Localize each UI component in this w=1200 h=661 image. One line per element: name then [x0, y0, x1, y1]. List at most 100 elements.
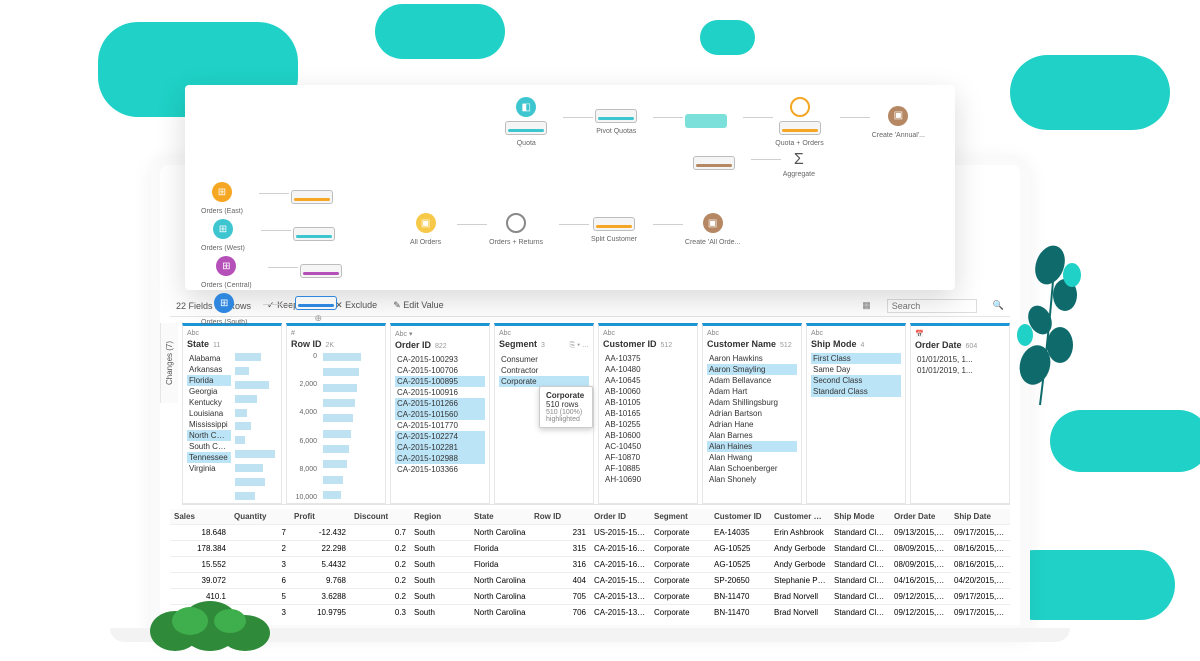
- flow-node-brown-step[interactable]: [693, 156, 735, 173]
- list-item[interactable]: Tennessee: [187, 452, 231, 463]
- column-header[interactable]: Ship Date: [950, 509, 1010, 525]
- list-item[interactable]: CA-2015-101770: [395, 420, 485, 431]
- list-item[interactable]: North Carolina: [187, 430, 231, 441]
- list-item[interactable]: Adrian Bartson: [707, 408, 797, 419]
- list-item[interactable]: Virginia: [187, 463, 231, 474]
- flow-node-create-all-orders[interactable]: ▣ Create 'All Orde...: [685, 213, 740, 246]
- card-row-id[interactable]: # Row ID2K 02,0004,0006,0008,00010,000: [286, 323, 386, 504]
- list-item[interactable]: AA-10375: [603, 353, 693, 364]
- list-item[interactable]: AA-10480: [603, 364, 693, 375]
- table-row[interactable]: 15.55235.44320.2SouthFlorida316CA-2015-1…: [170, 557, 1010, 573]
- list-item[interactable]: AA-10645: [603, 375, 693, 386]
- bush-decoration: [150, 591, 280, 651]
- flow-node-all-orders[interactable]: ▣ All Orders: [410, 213, 441, 246]
- card-ship-mode[interactable]: Abc Ship Mode4 First ClassSame DaySecond…: [806, 323, 906, 504]
- list-item[interactable]: AC-10450: [603, 441, 693, 452]
- list-item[interactable]: CA-2015-101266: [395, 398, 485, 409]
- column-header[interactable]: State: [470, 509, 530, 525]
- list-item[interactable]: Alan Shonely: [707, 474, 797, 485]
- flow-node-orders-returns[interactable]: ◐ Orders + Returns: [489, 213, 543, 246]
- list-item[interactable]: Same Day: [811, 364, 901, 375]
- column-header[interactable]: Order ID: [590, 509, 650, 525]
- flow-node-quota[interactable]: ◧ Quota: [505, 97, 547, 147]
- list-item[interactable]: CA-2015-100916: [395, 387, 485, 398]
- column-header[interactable]: Profit: [290, 509, 350, 525]
- list-item[interactable]: Louisiana: [187, 408, 231, 419]
- list-item[interactable]: CA-2015-102988: [395, 453, 485, 464]
- list-item[interactable]: CA-2015-100706: [395, 365, 485, 376]
- list-item[interactable]: Alan Barnes: [707, 430, 797, 441]
- card-customer-id[interactable]: Abc Customer ID512 AA-10375AA-10480AA-10…: [598, 323, 698, 504]
- list-item[interactable]: Georgia: [187, 386, 231, 397]
- card-state[interactable]: Abc State11 AlabamaArkansasFloridaGeorgi…: [182, 323, 282, 504]
- list-item[interactable]: Mississippi: [187, 419, 231, 430]
- column-header[interactable]: Ship Mode: [830, 509, 890, 525]
- list-item[interactable]: AB-10165: [603, 408, 693, 419]
- table-row[interactable]: 18.6487-12.4320.7SouthNorth Carolina231U…: [170, 525, 1010, 541]
- column-header[interactable]: Customer Name: [770, 509, 830, 525]
- table-row[interactable]: 410.153.62880.2SouthNorth Carolina705CA-…: [170, 589, 1010, 605]
- flow-node-quota-orders[interactable]: ◐ Quota + Orders: [775, 97, 823, 147]
- list-item[interactable]: AF-10885: [603, 463, 693, 474]
- list-item[interactable]: Kentucky: [187, 397, 231, 408]
- list-item[interactable]: Adam Bellavance: [707, 375, 797, 386]
- list-item[interactable]: First Class: [811, 353, 901, 364]
- sigma-icon: Σ: [794, 151, 804, 169]
- flow-node-pivot[interactable]: Pivot Quotas: [595, 109, 637, 135]
- flow-source-west[interactable]: ⊞Orders (West): [201, 219, 245, 252]
- column-header[interactable]: Order Date: [890, 509, 950, 525]
- card-customer-name[interactable]: Abc Customer Name512 Aaron HawkinsAaron …: [702, 323, 802, 504]
- flow-source-central[interactable]: ⊞Orders (Central): [201, 256, 252, 289]
- table-row[interactable]: 39.07269.7680.2SouthNorth Carolina404CA-…: [170, 573, 1010, 589]
- list-item[interactable]: CA-2015-101560: [395, 409, 485, 420]
- table-row[interactable]: 178.384222.2980.2SouthFlorida315CA-2015-…: [170, 541, 1010, 557]
- column-header[interactable]: Row ID: [530, 509, 590, 525]
- segment-tooltip: Corporate 510 rows 510 (100%) highlighte…: [539, 386, 593, 428]
- list-item[interactable]: CA-2015-102274: [395, 431, 485, 442]
- column-header[interactable]: Customer ID: [710, 509, 770, 525]
- list-item[interactable]: South Carolina: [187, 441, 231, 452]
- list-item[interactable]: Alan Schoenberger: [707, 463, 797, 474]
- list-item[interactable]: CA-2015-102281: [395, 442, 485, 453]
- column-header[interactable]: Segment: [650, 509, 710, 525]
- list-item[interactable]: AH-10690: [603, 474, 693, 485]
- list-item[interactable]: Contractor: [499, 365, 589, 376]
- list-item[interactable]: Second Class: [811, 375, 901, 386]
- list-item[interactable]: Florida: [187, 375, 231, 386]
- list-item[interactable]: Alan Haines: [707, 441, 797, 452]
- list-item[interactable]: AF-10870: [603, 452, 693, 463]
- list-item[interactable]: Consumer: [499, 354, 589, 365]
- flow-node-aggregate[interactable]: Σ Aggregate: [783, 151, 815, 178]
- flow-node-split-customer[interactable]: Split Customer: [591, 217, 637, 243]
- list-item[interactable]: Adam Hart: [707, 386, 797, 397]
- list-item[interactable]: Alan Hwang: [707, 452, 797, 463]
- list-item[interactable]: CA-2015-100293: [395, 354, 485, 365]
- flow-source-east[interactable]: ⊞Orders (East): [201, 182, 243, 215]
- list-item[interactable]: AB-10060: [603, 386, 693, 397]
- list-item[interactable]: AB-10105: [603, 397, 693, 408]
- card-segment[interactable]: Abc Segment3⎘ ▾ … ConsumerContractorCorp…: [494, 323, 594, 504]
- list-item[interactable]: Adam Shillingsburg: [707, 397, 797, 408]
- list-item[interactable]: Adrian Hane: [707, 419, 797, 430]
- list-item[interactable]: AB-10255: [603, 419, 693, 430]
- list-item[interactable]: AB-10600: [603, 430, 693, 441]
- list-item[interactable]: Arkansas: [187, 364, 231, 375]
- list-item[interactable]: CA-2015-103366: [395, 464, 485, 475]
- column-header[interactable]: Region: [410, 509, 470, 525]
- list-item[interactable]: Alabama: [187, 353, 231, 364]
- list-item[interactable]: CA-2015-100895: [395, 376, 485, 387]
- list-item[interactable]: Aaron Hawkins: [707, 353, 797, 364]
- card-order-id[interactable]: Abc ▾ Order ID822 CA-2015-100293CA-2015-…: [390, 323, 490, 504]
- bg-blob: [1010, 55, 1170, 130]
- column-header[interactable]: Discount: [350, 509, 410, 525]
- list-item[interactable]: Standard Class: [811, 386, 901, 397]
- flow-node-blank[interactable]: [685, 114, 727, 131]
- data-grid[interactable]: SalesQuantityProfitDiscountRegionStateRo…: [170, 509, 1010, 619]
- flow-node-create-annual[interactable]: ▣ Create 'Annual'...: [872, 106, 925, 139]
- changes-tab[interactable]: Changes (7): [160, 323, 178, 403]
- flow-source-south[interactable]: ⊞Orders (South): [201, 293, 247, 326]
- table-row[interactable]: 13.9310.97950.3SouthNorth Carolina706CA-…: [170, 605, 1010, 620]
- column-header[interactable]: Quantity: [230, 509, 290, 525]
- column-header[interactable]: Sales: [170, 509, 230, 525]
- list-item[interactable]: Aaron Smayling: [707, 364, 797, 375]
